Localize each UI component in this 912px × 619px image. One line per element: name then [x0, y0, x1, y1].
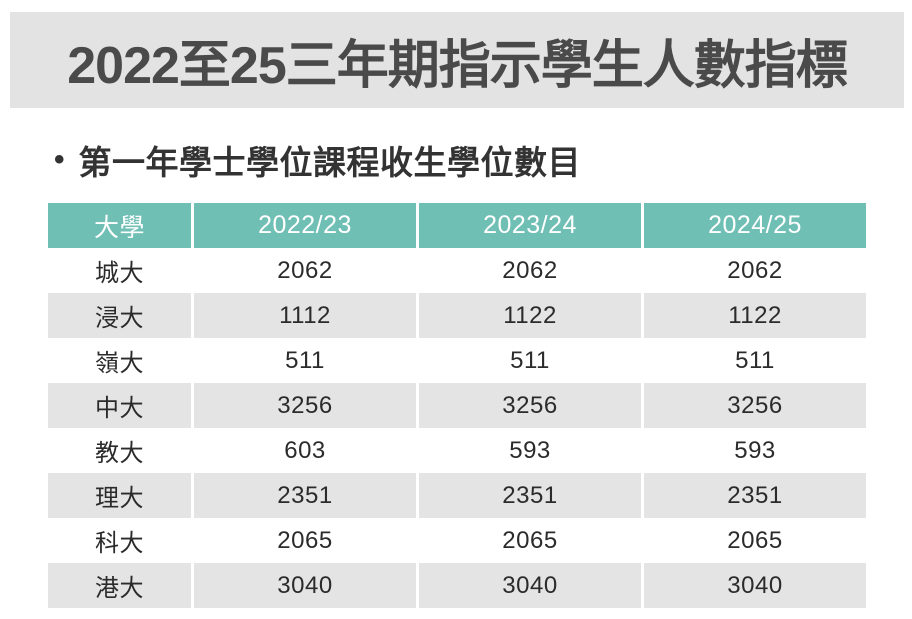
student-places-table: 大學 2022/23 2023/24 2024/25 城大 2062 2062 …: [48, 203, 866, 608]
table-row: 科大 2065 2065 2065: [48, 518, 866, 563]
value-cell: 3040: [191, 563, 416, 608]
value-cell: 1112: [191, 293, 416, 338]
value-cell: 2062: [416, 248, 641, 293]
value-cell: 2351: [191, 473, 416, 518]
table-row: 港大 3040 3040 3040: [48, 563, 866, 608]
value-cell: 511: [191, 338, 416, 383]
university-name: 港大: [48, 563, 191, 608]
column-header-university: 大學: [48, 203, 191, 248]
column-header-2022-23: 2022/23: [191, 203, 416, 248]
value-cell: 603: [191, 428, 416, 473]
university-name: 嶺大: [48, 338, 191, 383]
value-cell: 3256: [191, 383, 416, 428]
value-cell: 2062: [191, 248, 416, 293]
value-cell: 593: [416, 428, 641, 473]
value-cell: 3040: [641, 563, 866, 608]
value-cell: 511: [416, 338, 641, 383]
value-cell: 2065: [641, 518, 866, 563]
value-cell: 1122: [416, 293, 641, 338]
table-row: 理大 2351 2351 2351: [48, 473, 866, 518]
value-cell: 2351: [416, 473, 641, 518]
title-bar: 2022至25三年期指示學生人數指標: [10, 12, 904, 108]
table-row: 中大 3256 3256 3256: [48, 383, 866, 428]
table-row: 教大 603 593 593: [48, 428, 866, 473]
value-cell: 593: [641, 428, 866, 473]
table-header-row: 大學 2022/23 2023/24 2024/25: [48, 203, 866, 248]
value-cell: 2062: [641, 248, 866, 293]
value-cell: 3256: [416, 383, 641, 428]
value-cell: 3256: [641, 383, 866, 428]
value-cell: 511: [641, 338, 866, 383]
table-row: 城大 2062 2062 2062: [48, 248, 866, 293]
subtitle-text: 第一年學士學位課程收生學位數目: [78, 144, 582, 181]
university-name: 科大: [48, 518, 191, 563]
value-cell: 2351: [641, 473, 866, 518]
value-cell: 2065: [416, 518, 641, 563]
column-header-2024-25: 2024/25: [641, 203, 866, 248]
bullet-icon: •: [54, 143, 65, 176]
university-name: 中大: [48, 383, 191, 428]
page-title: 2022至25三年期指示學生人數指標: [67, 36, 848, 95]
table-row: 浸大 1112 1122 1122: [48, 293, 866, 338]
university-name: 教大: [48, 428, 191, 473]
column-header-2023-24: 2023/24: [416, 203, 641, 248]
university-name: 城大: [48, 248, 191, 293]
value-cell: 3040: [416, 563, 641, 608]
subtitle: • 第一年學士學位課程收生學位數目: [54, 137, 581, 183]
value-cell: 1122: [641, 293, 866, 338]
value-cell: 2065: [191, 518, 416, 563]
university-name: 理大: [48, 473, 191, 518]
table-row: 嶺大 511 511 511: [48, 338, 866, 383]
university-name: 浸大: [48, 293, 191, 338]
